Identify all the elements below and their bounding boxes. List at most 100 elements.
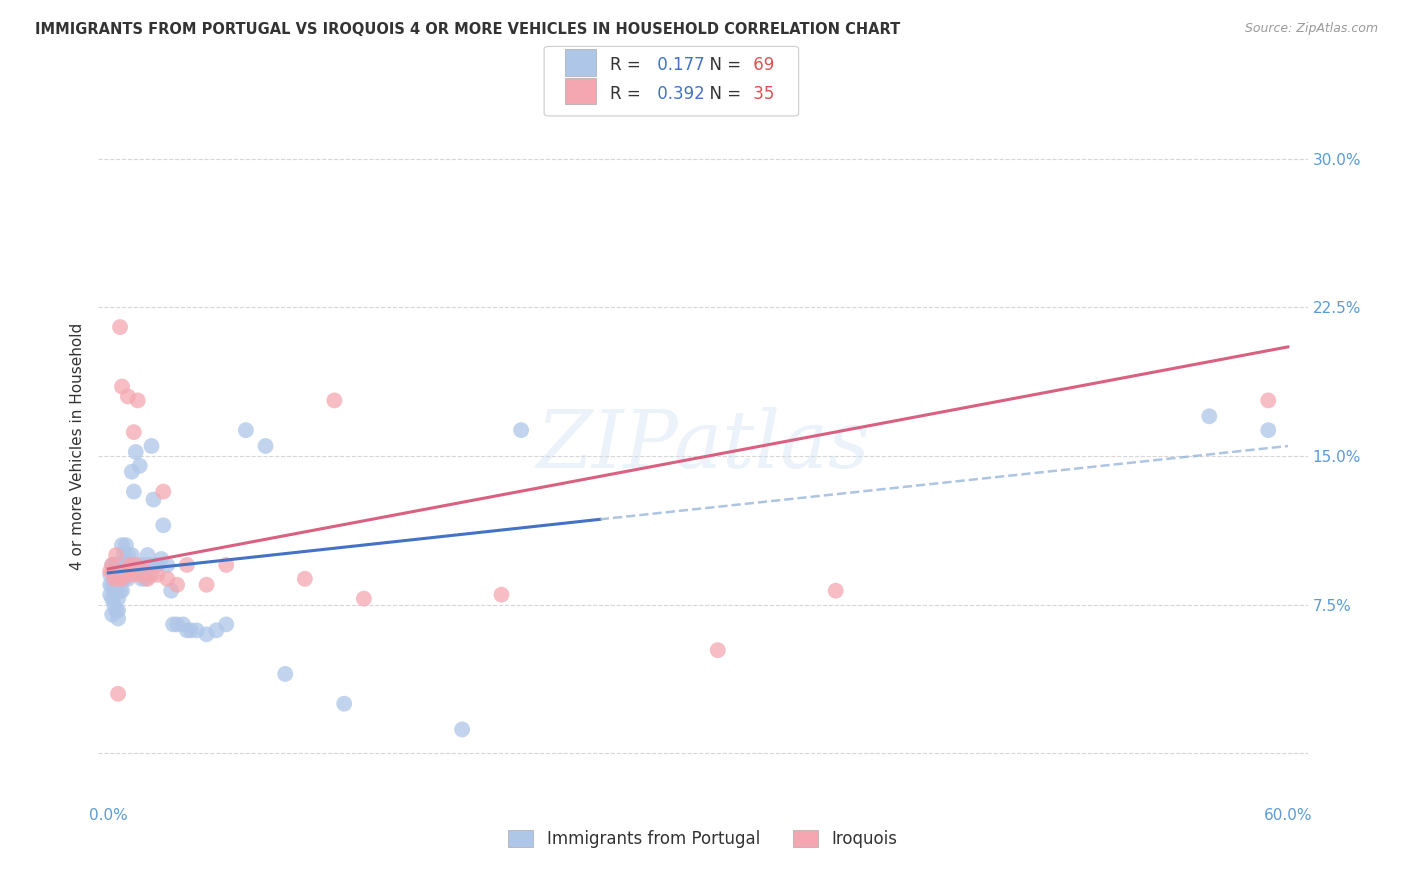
Point [333,697,356,711]
Point [195,627,218,641]
Point [105,603,128,617]
Point [115,567,138,582]
Point [150,552,173,566]
Legend: Immigrants from Portugal, Iroquois: Immigrants from Portugal, Iroquois [502,823,904,855]
Point [141,567,163,582]
Point [111,572,134,586]
Point [152,484,174,499]
Point [121,567,143,582]
Point [142,492,165,507]
Point [115,564,138,578]
Point [115,538,138,552]
Point [122,558,145,572]
Point [294,572,316,586]
Point [111,558,134,572]
Point [105,558,128,572]
Point [166,617,188,632]
Point [107,611,129,625]
Point [122,484,145,499]
Point [117,389,139,403]
Point [510,423,533,437]
Point [146,567,169,582]
Point [101,558,124,572]
Point [107,603,129,617]
Point [152,518,174,533]
Text: 69: 69 [748,56,775,74]
Point [127,393,149,408]
Point [205,624,228,638]
Point [1198,409,1220,424]
Point [145,558,167,572]
Point [166,578,188,592]
Point [121,548,143,562]
Point [172,617,194,632]
Point [138,558,160,572]
Point [127,558,149,572]
Point [107,591,129,606]
Point [117,548,139,562]
Point [323,393,346,408]
Point [105,583,128,598]
Point [195,578,218,592]
Point [235,423,257,437]
Point [125,445,148,459]
Point [108,583,131,598]
Point [108,572,131,586]
Text: N =: N = [699,85,741,103]
Point [112,548,135,562]
Point [111,538,134,552]
Point [125,558,148,572]
Text: 0.177: 0.177 [652,56,704,74]
Point [105,548,128,562]
Point [176,558,198,572]
Point [491,588,513,602]
Point [121,465,143,479]
Point [122,425,145,439]
Point [706,643,728,657]
Point [156,572,179,586]
Point [118,558,141,572]
Point [132,564,155,578]
Point [98,564,121,578]
Point [117,572,139,586]
Point [160,583,183,598]
Point [1257,393,1279,408]
Point [98,588,121,602]
Point [128,458,150,473]
Point [1257,423,1279,437]
Point [101,591,124,606]
Text: 35: 35 [748,85,775,103]
Point [118,558,141,572]
Point [101,558,124,572]
Point [103,572,125,586]
Point [186,624,208,638]
Point [180,624,202,638]
Point [111,379,134,393]
Point [135,572,157,586]
Y-axis label: 4 or more Vehicles in Household: 4 or more Vehicles in Household [69,322,84,570]
Point [824,583,846,598]
Point [112,567,135,582]
Point [111,583,134,598]
Point [103,572,125,586]
Text: 0.392: 0.392 [652,85,706,103]
Point [176,624,198,638]
Point [162,617,184,632]
Point [353,591,375,606]
Point [131,572,153,586]
Point [128,567,150,582]
Point [98,578,121,592]
Point [146,558,169,572]
Text: IMMIGRANTS FROM PORTUGAL VS IROQUOIS 4 OR MORE VEHICLES IN HOUSEHOLD CORRELATION: IMMIGRANTS FROM PORTUGAL VS IROQUOIS 4 O… [35,22,900,37]
Point [136,548,159,562]
Text: N =: N = [699,56,741,74]
Text: ZIPatlas: ZIPatlas [536,408,870,484]
Point [274,667,297,681]
Point [107,567,129,582]
Point [98,567,121,582]
Text: R =: R = [610,56,641,74]
Text: R =: R = [610,85,641,103]
Point [107,687,129,701]
Point [103,598,125,612]
Point [215,558,238,572]
